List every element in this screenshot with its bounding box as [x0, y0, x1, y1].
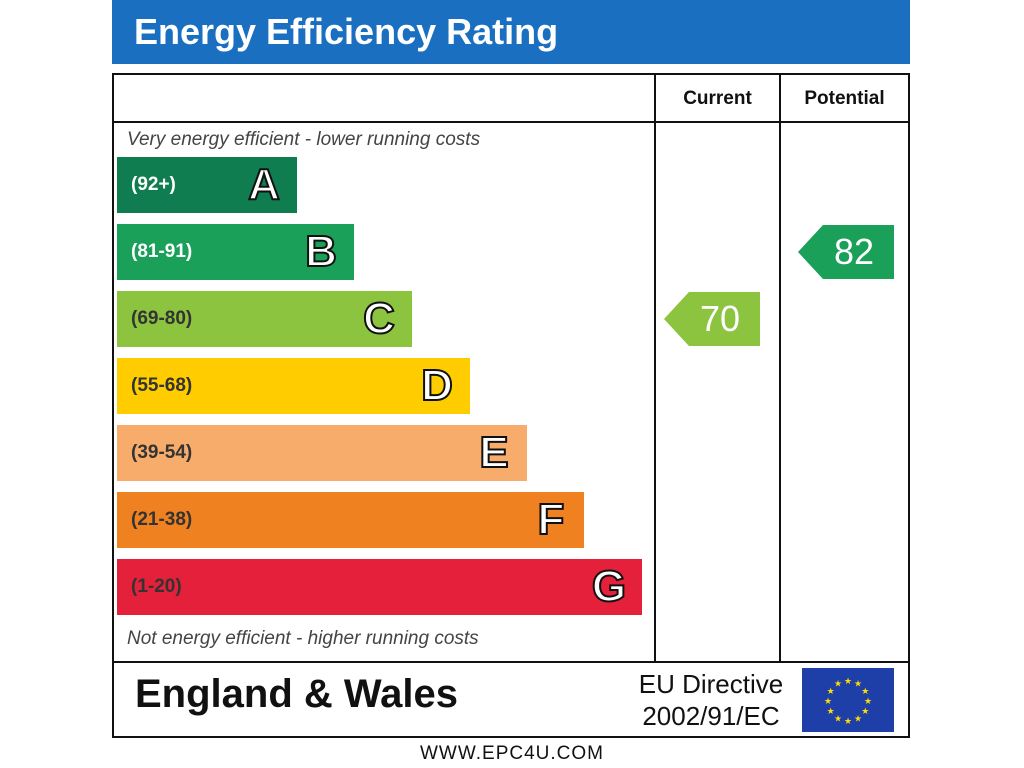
band-b-letter: B [304, 226, 338, 277]
band-e-letter: E [478, 427, 509, 478]
eu-star-icon: ★ [854, 679, 862, 689]
band-f-range: (21-38) [131, 509, 193, 530]
band-a [117, 157, 297, 213]
eu-star-icon: ★ [834, 679, 842, 689]
eu-directive: EU Directive 2002/91/EC [626, 668, 796, 732]
band-a-range: (92+) [131, 174, 176, 195]
page-title: Energy Efficiency Rating [112, 0, 910, 64]
band-g-range: (1-20) [131, 576, 182, 597]
eu-star-icon: ★ [824, 696, 832, 706]
eu-star-icon: ★ [844, 716, 852, 726]
band-d-letter: D [420, 360, 454, 411]
potential-column-header: Potential [804, 88, 885, 109]
rating-frame [112, 73, 910, 738]
band-d-range: (55-68) [131, 375, 193, 396]
eu-star-icon: ★ [827, 706, 835, 716]
bottom-caption: Not energy efficient - higher running co… [127, 628, 479, 649]
header-row-divider [112, 121, 910, 123]
band-f-letter: F [537, 494, 566, 545]
current-column-divider [654, 73, 656, 663]
band-b-range: (81-91) [131, 241, 193, 262]
eu-star-icon: ★ [834, 713, 842, 723]
band-g [117, 559, 642, 615]
band-g-letter: G [591, 561, 627, 612]
country-label: England & Wales [135, 672, 459, 716]
eu-star-icon: ★ [861, 706, 869, 716]
directive-line-1: EU Directive [638, 669, 784, 699]
band-c-range: (69-80) [131, 308, 193, 329]
band-c [117, 291, 412, 347]
website-url: WWW.EPC4U.COM [420, 743, 604, 764]
potential-column-divider [779, 73, 781, 663]
band-c-letter: C [362, 293, 396, 344]
band-a-letter: A [247, 159, 281, 210]
potential-rating-arrow: 82 [798, 225, 894, 279]
eu-star-icon: ★ [844, 676, 852, 686]
eu-flag-icon: ★ ★ ★ ★ ★ ★ ★ ★ ★ ★ ★ ★ [802, 668, 894, 732]
directive-line-2: 2002/91/EC [642, 701, 780, 731]
footer-row-divider [112, 661, 910, 663]
top-caption: Very energy efficient - lower running co… [127, 129, 481, 150]
band-f [117, 492, 584, 548]
band-b [117, 224, 354, 280]
eu-star-icon: ★ [854, 713, 862, 723]
eu-star-icon: ★ [861, 686, 869, 696]
band-d [117, 358, 470, 414]
band-e [117, 425, 527, 481]
current-column-header: Current [683, 88, 752, 109]
eu-star-icon: ★ [864, 696, 872, 706]
eu-star-icon: ★ [827, 686, 835, 696]
band-e-range: (39-54) [131, 442, 193, 463]
